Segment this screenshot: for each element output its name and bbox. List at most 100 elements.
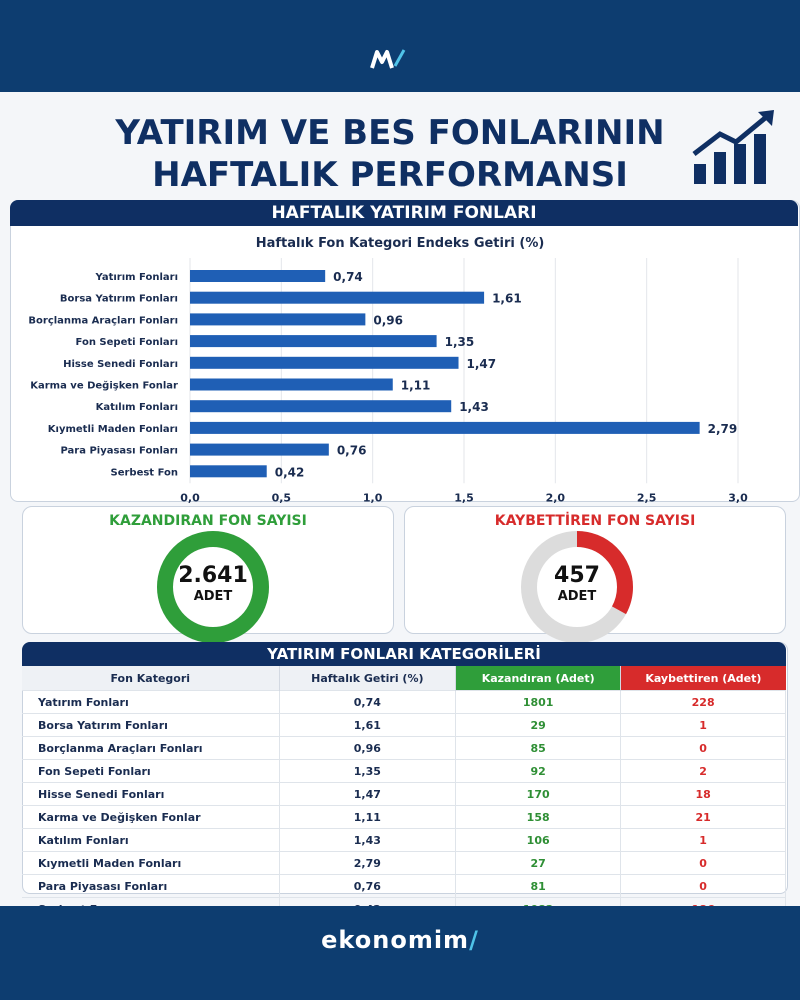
row-category: Katılım Fonları [22,828,280,852]
bar [190,313,366,326]
category-table: Fon Kategori Haftalık Getiri (%) Kazandı… [22,666,786,920]
row-category: Para Piyasası Fonları [22,874,280,898]
page-title: YATIRIM VE BES FONLARININ HAFTALIK PERFO… [90,112,690,196]
row-losers: 2 [620,759,786,783]
category-label: Hisse Senedi Fonları [63,359,178,370]
row-weekly-return: 1,47 [279,782,457,806]
data-label: 2,79 [708,422,738,436]
row-category: Borsa Yatırım Fonları [22,713,280,737]
data-label: 1,61 [492,292,522,306]
header-losers: Kaybettiren (Adet) [620,666,786,691]
table-row: Kıymetli Maden Fonları 2,79 27 0 [22,851,786,875]
row-gainers: 170 [455,782,622,806]
bar [190,270,326,282]
bar [190,465,267,478]
row-gainers: 106 [455,828,622,852]
header-weekly-return: Haftalık Getiri (%) [279,666,457,691]
x-tick-label: 3,0 [728,491,748,504]
row-weekly-return: 0,76 [279,874,457,898]
row-category: Yatırım Fonları [22,690,280,714]
data-label: 0,96 [373,313,403,327]
mv-logo-icon [370,49,406,69]
category-label: Kıymetli Maden Fonları [48,424,178,435]
x-tick-label: 0,0 [180,491,200,504]
row-gainers: 81 [455,874,622,898]
losers-count: 457 [554,563,600,588]
data-label: 1,47 [467,357,497,371]
section-band-categories: YATIRIM FONLARI KATEGORİLERİ [22,642,786,666]
table-row: Yatırım Fonları 0,74 1801 228 [22,690,786,714]
trend-chart-icon [692,110,774,184]
row-category: Borçlanma Araçları Fonları [22,736,280,760]
row-weekly-return: 0,74 [279,690,457,714]
row-gainers: 27 [455,851,622,875]
data-label: 1,11 [401,379,431,393]
row-weekly-return: 1,61 [279,713,457,737]
row-losers: 228 [620,690,786,714]
gainers-count: 2.641 [178,563,248,588]
title-line-1: YATIRIM VE BES FONLARININ [115,113,665,153]
x-tick-label: 0,5 [272,491,292,504]
table-header-row: Fon Kategori Haftalık Getiri (%) Kazandı… [22,666,786,691]
row-gainers: 1801 [455,690,622,714]
table-row: Borçlanma Araçları Fonları 0,96 85 0 [22,736,786,760]
losers-title: KAYBETTİREN FON SAYISI [494,513,696,529]
row-losers: 1 [620,828,786,852]
row-losers: 0 [620,874,786,898]
losers-unit: ADET [557,589,597,604]
row-losers: 1 [620,713,786,737]
category-label: Borçlanma Araçları Fonları [28,315,178,326]
category-label: Borsa Yatırım Fonları [60,294,178,305]
header-gainers: Kazandıran (Adet) [455,666,622,691]
category-label: Yatırım Fonları [95,272,179,283]
row-losers: 18 [620,782,786,806]
brand-mark: / [469,926,479,954]
data-label: 1,43 [459,400,489,414]
bar [190,335,437,348]
category-label: Para Piyasası Fonları [60,446,178,457]
title-line-2: HAFTALIK PERFORMANSI [152,155,628,195]
losers-panel: KAYBETTİREN FON SAYISI 457 ADET [404,506,786,643]
row-category: Kıymetli Maden Fonları [22,851,280,875]
row-losers: 21 [620,805,786,829]
section-band-weekly: HAFTALIK YATIRIM FONLARI [10,200,798,226]
row-gainers: 92 [455,759,622,783]
row-category: Fon Sepeti Fonları [22,759,280,783]
footer-brand: ekonomim/ [0,926,800,954]
row-gainers: 29 [455,713,622,737]
gainers-unit: ADET [193,589,233,604]
brand-text: ekonomim [321,926,470,954]
bar [190,356,459,369]
x-tick-label: 1,0 [363,491,383,504]
gainers-title: KAZANDIRAN FON SAYISI [109,513,307,529]
bar-chart: 0,0 0,5 1,0 1,5 2,0 2,5 3,0 Yatırım Fonları 0,74… [28,258,748,504]
row-weekly-return: 2,79 [279,851,457,875]
table-row: Hisse Senedi Fonları 1,47 170 18 [22,782,786,806]
category-label: Fon Sepeti Fonları [76,337,178,348]
row-losers: 0 [620,736,786,760]
data-label: 0,74 [333,270,363,284]
row-category: Karma ve Değişken Fonlar [22,805,280,829]
row-weekly-return: 0,96 [279,736,457,760]
bar [190,421,700,434]
table-row: Katılım Fonları 1,43 106 1 [22,828,786,852]
chart-title: Haftalık Fon Kategori Endeks Getiri (%) [255,236,545,251]
table-body: Yatırım Fonları 0,74 1801 228 Borsa Yatırım … [22,690,786,920]
x-tick-label: 2,0 [546,491,566,504]
footer-banner [0,906,800,1000]
header-category: Fon Kategori [22,666,280,691]
data-label: 1,35 [445,335,475,349]
row-gainers: 85 [455,736,622,760]
x-tick-label: 2,5 [637,491,657,504]
top-banner [0,0,800,92]
gainers-panel: KAZANDIRAN FON SAYISI 2.641 ADET [22,506,394,643]
table-row: Para Piyasası Fonları 0,76 81 0 [22,874,786,898]
bar [190,443,329,456]
table-row: Karma ve Değişken Fonlar 1,11 158 21 [22,805,786,829]
data-label: 0,76 [337,444,367,458]
row-weekly-return: 1,11 [279,805,457,829]
bar [190,400,452,413]
row-category: Hisse Senedi Fonları [22,782,280,806]
category-label: Karma ve Değişken Fonlar [30,380,178,392]
gainers-donut [157,531,269,643]
